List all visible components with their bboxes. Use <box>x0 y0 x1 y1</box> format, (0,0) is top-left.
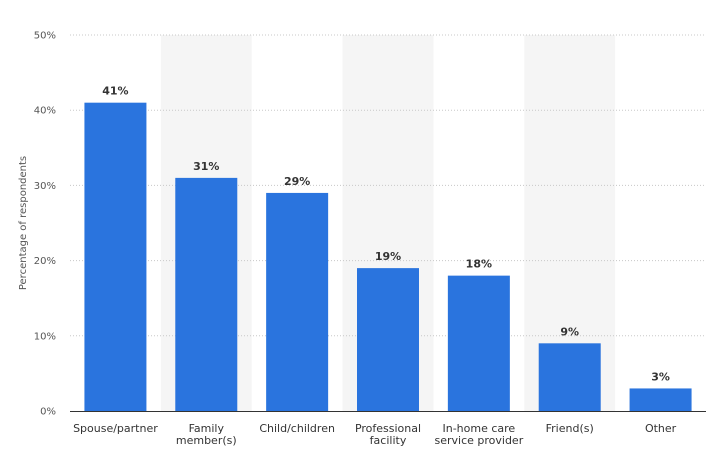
bar-5 <box>538 343 601 411</box>
bar-2 <box>266 192 329 411</box>
y-tick-label-30: 30% <box>34 181 56 192</box>
category-label-1: Family member(s) <box>176 422 237 447</box>
category-label-0: Spouse/partner <box>73 422 158 435</box>
value-label-2: 29% <box>284 175 310 188</box>
value-label-0: 41% <box>102 85 128 98</box>
y-tick-label-50: 50% <box>34 31 56 42</box>
y-tick-labels: 0% 10% 20% 30% 40% 50% <box>34 31 56 418</box>
y-tick-label-40: 40% <box>34 106 56 117</box>
category-label-5: Friend(s) <box>546 422 594 435</box>
y-axis-label: Percentage of respondents <box>18 156 29 290</box>
category-label-6: Other <box>645 422 677 435</box>
value-label-3: 19% <box>375 250 401 263</box>
value-label-5: 9% <box>560 325 579 338</box>
value-label-4: 18% <box>466 258 492 271</box>
bar-4 <box>447 275 510 411</box>
value-labels: 41% 31% 29% 19% 18% 9% 3% <box>102 85 670 384</box>
bar-1 <box>175 177 238 411</box>
value-label-1: 31% <box>193 160 219 173</box>
category-label-3: Professional facility <box>355 422 421 447</box>
bar-0 <box>84 102 147 412</box>
category-labels: Spouse/partner Family member(s) Child/child… <box>73 422 677 447</box>
category-label-2: Child/children <box>259 422 335 435</box>
bars <box>84 102 692 412</box>
y-tick-label-20: 20% <box>34 256 56 267</box>
category-label-4: In-home care service provider <box>434 422 523 447</box>
value-label-6: 3% <box>651 370 670 383</box>
bar-6 <box>629 388 692 411</box>
alternate-bands <box>160 35 616 411</box>
y-tick-label-10: 10% <box>34 331 56 342</box>
bar-3 <box>357 268 419 411</box>
y-tick-label-0: 0% <box>40 407 56 418</box>
